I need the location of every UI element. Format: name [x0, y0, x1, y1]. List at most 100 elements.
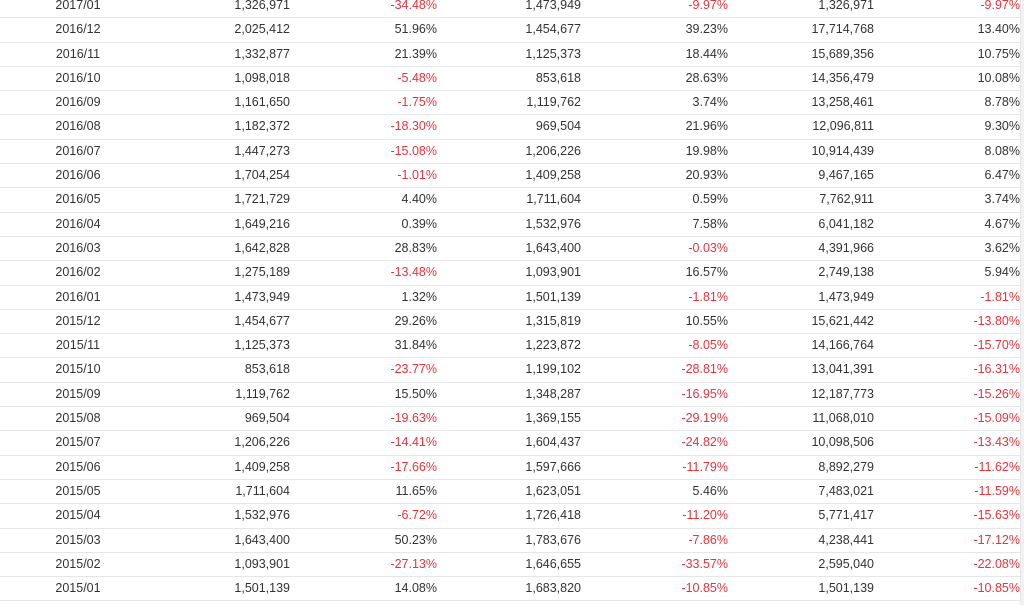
table-row: 2016/08 1,182,372 -18.30% 969,504 21.96% 12,0…: [0, 114, 1021, 140]
prior-value-cell: 1,604,437: [440, 430, 585, 456]
change-cell: -17.66%: [293, 455, 440, 480]
yoy-change-cell: -0.03%: [585, 236, 732, 262]
yoy-change-cell: 5.46%: [585, 479, 732, 505]
prior-value-cell: 1,646,655: [440, 552, 585, 578]
date-cell: 2016/05: [0, 187, 150, 213]
yoy-change-cell: 39.23%: [585, 17, 732, 43]
date-cell: 2015/05: [0, 479, 150, 505]
cumulative-cell: 5,771,417: [732, 503, 877, 529]
value-cell: 2,025,412: [150, 17, 293, 43]
cumulative-cell: 10,098,506: [732, 430, 877, 456]
scrollbar-track[interactable]: [1020, 0, 1024, 605]
prior-value-cell: 1,623,051: [440, 479, 585, 505]
cumulative-cell: 8,892,279: [732, 455, 877, 480]
change-cell: 31.84%: [293, 333, 440, 359]
cumulative-change-cell: -16.31%: [877, 357, 1021, 383]
change-cell: 51.96%: [293, 17, 440, 43]
cumulative-cell: 1,501,139: [732, 576, 877, 602]
change-cell: -27.13%: [293, 552, 440, 578]
cumulative-cell: 17,714,768: [732, 17, 877, 43]
value-cell: 1,473,949: [150, 285, 293, 310]
prior-value-cell: 1,473,949: [440, 0, 585, 19]
cumulative-cell: 11,068,010: [732, 406, 877, 432]
cumulative-change-cell: 13.40%: [877, 17, 1021, 43]
table-row: 2016/12 2,025,412 51.96% 1,454,677 39.23% 17,…: [0, 17, 1021, 43]
change-cell: 50.23%: [293, 528, 440, 553]
prior-value-cell: 1,348,287: [440, 382, 585, 408]
table-row: 2017/01 1,326,971 -34.48% 1,473,949 -9.97% 1,…: [0, 0, 1021, 19]
value-cell: 1,642,828: [150, 236, 293, 262]
date-cell: 2016/06: [0, 163, 150, 189]
table-row: 2016/11 1,332,877 21.39% 1,125,373 18.44% 15,…: [0, 42, 1021, 67]
date-cell: 2017/01: [0, 0, 150, 19]
cumulative-change-cell: 4.67%: [877, 212, 1021, 237]
date-cell: 2016/11: [0, 42, 150, 67]
cumulative-change-cell: 3.62%: [877, 236, 1021, 262]
value-cell: 1,093,901: [150, 552, 293, 578]
prior-value-cell: 1,223,872: [440, 333, 585, 359]
yoy-change-cell: 3.74%: [585, 90, 732, 116]
value-cell: 1,532,976: [150, 503, 293, 529]
change-cell: 1.32%: [293, 285, 440, 310]
value-cell: 1,098,018: [150, 66, 293, 92]
table-row: 2015/11 1,125,373 31.84% 1,223,872 -8.05% 14,…: [0, 333, 1021, 359]
prior-value-cell: 1,532,976: [440, 212, 585, 237]
cumulative-cell: 18,121,959: [732, 600, 877, 605]
cumulative-cell: 6,041,182: [732, 212, 877, 237]
cumulative-cell: 13,258,461: [732, 90, 877, 116]
table-row: 2015/04 1,532,976 -6.72% 1,726,418 -11.20% 5,…: [0, 503, 1021, 529]
date-cell: 2015/04: [0, 503, 150, 529]
cumulative-cell: 12,187,773: [732, 382, 877, 408]
cumulative-change-cell: -15.70%: [877, 333, 1021, 359]
yoy-change-cell: 0.59%: [585, 187, 732, 213]
value-cell: 1,161,650: [150, 90, 293, 116]
cumulative-change-cell: 10.08%: [877, 66, 1021, 92]
yoy-change-cell: 16.57%: [585, 260, 732, 286]
yoy-change-cell: -16.95%: [585, 382, 732, 408]
date-cell: 2015/09: [0, 382, 150, 408]
prior-value-cell: 1,783,676: [440, 528, 585, 553]
yoy-change-cell: -1.81%: [585, 285, 732, 310]
cumulative-change-cell: 10.75%: [877, 42, 1021, 67]
cumulative-cell: 15,689,356: [732, 42, 877, 67]
cumulative-change-cell: -15.09%: [877, 406, 1021, 432]
table-row: 2016/04 1,649,216 0.39% 1,532,976 7.58% 6,041…: [0, 212, 1021, 237]
yoy-change-cell: 20.93%: [585, 163, 732, 189]
cumulative-change-cell: 10.02%: [877, 600, 1021, 605]
table-row: 2016/02 1,275,189 -13.48% 1,093,901 16.57% 2,…: [0, 260, 1021, 286]
cumulative-change-cell: 9.30%: [877, 114, 1021, 140]
prior-value-cell: 1,409,258: [440, 163, 585, 189]
yoy-change-cell: 21.96%: [585, 114, 732, 140]
value-cell: 1,275,189: [150, 260, 293, 286]
table-row: 2015/05 1,711,604 11.65% 1,623,051 5.46% 7,48…: [0, 479, 1021, 505]
cumulative-change-cell: -1.81%: [877, 285, 1021, 310]
cumulative-change-cell: -15.63%: [877, 503, 1021, 529]
cumulative-cell: 1,473,949: [732, 285, 877, 310]
date-cell: 2014/12: [0, 600, 150, 605]
cumulative-change-cell: -22.08%: [877, 552, 1021, 578]
date-cell: 2016/10: [0, 66, 150, 92]
date-cell: 2015/10: [0, 357, 150, 383]
cumulative-change-cell: -10.85%: [877, 576, 1021, 602]
cumulative-change-cell: 6.47%: [877, 163, 1021, 189]
yoy-change-cell: 7.58%: [585, 212, 732, 237]
yoy-change-cell: -33.57%: [585, 552, 732, 578]
value-cell: 1,501,139: [150, 576, 293, 602]
change-cell: 21.39%: [293, 42, 440, 67]
date-cell: 2016/09: [0, 90, 150, 116]
table-row: 2016/10 1,098,018 -5.48% 853,618 28.63% 14,35…: [0, 66, 1021, 92]
prior-value-cell: 1,199,102: [440, 357, 585, 383]
date-cell: 2015/08: [0, 406, 150, 432]
yoy-change-cell: -15.31%: [585, 600, 732, 605]
table-row: 2015/07 1,206,226 -14.41% 1,604,437 -24.82% 1…: [0, 430, 1021, 456]
change-cell: -1.75%: [293, 90, 440, 116]
table-row: 2014/121,315,8197.51%1,553,614-15.31%18,…: [0, 600, 1021, 605]
yoy-change-cell: -11.20%: [585, 503, 732, 529]
cumulative-cell: 9,467,165: [732, 163, 877, 189]
prior-value-cell: 1,711,604: [440, 187, 585, 213]
yoy-change-cell: 28.63%: [585, 66, 732, 92]
cumulative-change-cell: 3.74%: [877, 187, 1021, 213]
cumulative-cell: 14,166,764: [732, 333, 877, 359]
